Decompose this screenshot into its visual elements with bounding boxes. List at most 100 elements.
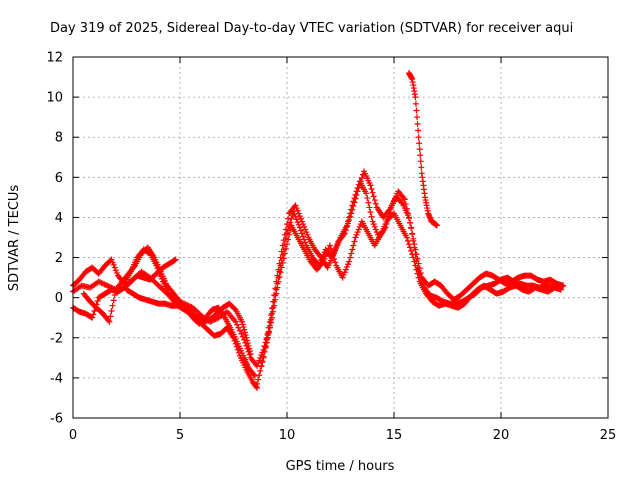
data-point — [355, 226, 362, 233]
data-point — [270, 308, 277, 315]
data-point — [348, 210, 355, 217]
x-tick-label: 15 — [386, 428, 403, 443]
data-point — [110, 297, 117, 304]
x-tick-label: 10 — [279, 428, 296, 443]
data-point — [413, 107, 420, 114]
data-point — [297, 227, 304, 234]
data-point — [372, 200, 379, 207]
data-point — [241, 329, 248, 336]
data-point — [414, 114, 421, 121]
data-point — [349, 246, 356, 253]
data-point — [292, 213, 299, 220]
data-point — [408, 247, 415, 254]
data-point — [231, 305, 238, 312]
data-point — [354, 229, 361, 236]
data-point — [321, 255, 328, 262]
data-point — [302, 226, 309, 233]
y-tick-label: 4 — [55, 211, 63, 226]
data-point — [296, 213, 303, 220]
data-point — [341, 230, 348, 237]
data-point — [371, 223, 378, 230]
data-point — [259, 358, 266, 365]
data-point — [109, 259, 116, 266]
series-track-9 — [405, 70, 440, 229]
data-point — [323, 250, 330, 257]
data-point — [363, 190, 370, 197]
data-point — [353, 231, 360, 238]
data-point — [91, 308, 98, 315]
data-point — [241, 326, 248, 333]
data-point — [342, 266, 349, 273]
data-point — [410, 254, 417, 261]
data-point — [276, 273, 283, 280]
data-point — [296, 224, 303, 231]
data-point — [368, 186, 375, 193]
data-point — [250, 371, 257, 378]
data-point — [302, 239, 309, 246]
data-point — [400, 195, 407, 202]
data-point — [367, 182, 374, 189]
data-point — [417, 158, 424, 165]
data-point — [412, 262, 419, 269]
data-point — [367, 209, 374, 216]
data-point — [278, 264, 285, 271]
data-point — [287, 219, 294, 226]
data-point — [322, 253, 329, 260]
data-point — [370, 193, 377, 200]
data-point — [280, 255, 287, 262]
data-point — [354, 188, 361, 195]
data-point — [319, 259, 326, 266]
data-point — [416, 140, 423, 147]
data-point — [414, 255, 421, 262]
data-point — [246, 348, 253, 355]
data-point — [244, 340, 251, 347]
x-tick-label: 20 — [493, 428, 510, 443]
data-point — [284, 241, 290, 248]
chart-title: Day 319 of 2025, Sidereal Day-to-day VTE… — [50, 21, 573, 36]
data-point — [369, 218, 376, 225]
y-tick-label: 6 — [55, 171, 63, 186]
data-point — [276, 268, 283, 275]
data-points — [70, 70, 567, 391]
data-point — [255, 376, 262, 383]
data-point — [412, 246, 419, 253]
data-point — [300, 233, 307, 240]
data-point — [331, 255, 338, 262]
data-point — [401, 196, 408, 203]
data-point — [349, 206, 356, 213]
data-point — [110, 261, 117, 268]
data-point — [244, 337, 251, 344]
data-point — [347, 254, 354, 261]
data-point — [332, 259, 339, 266]
data-point — [333, 243, 340, 250]
data-point — [263, 339, 270, 346]
data-point — [373, 229, 380, 236]
data-point — [232, 318, 239, 325]
data-point — [417, 152, 424, 159]
data-point — [251, 372, 258, 379]
data-point — [298, 218, 305, 225]
series-track-8 — [262, 210, 564, 351]
data-point — [112, 267, 119, 274]
data-point — [350, 203, 357, 210]
y-tick-label: 8 — [55, 131, 63, 146]
data-point — [352, 195, 359, 202]
data-point — [293, 216, 300, 223]
data-point — [344, 220, 351, 227]
data-point — [298, 230, 305, 237]
data-point — [341, 269, 348, 276]
data-point — [414, 270, 421, 277]
data-point — [260, 353, 267, 360]
data-point — [107, 313, 114, 320]
x-tick-label: 5 — [176, 428, 184, 443]
data-point — [405, 241, 412, 248]
data-point — [347, 213, 354, 220]
data-point — [269, 314, 276, 321]
grid-lines — [73, 57, 608, 418]
data-point — [415, 260, 422, 267]
data-point — [364, 195, 371, 202]
data-point — [272, 296, 279, 303]
data-point — [416, 265, 423, 272]
